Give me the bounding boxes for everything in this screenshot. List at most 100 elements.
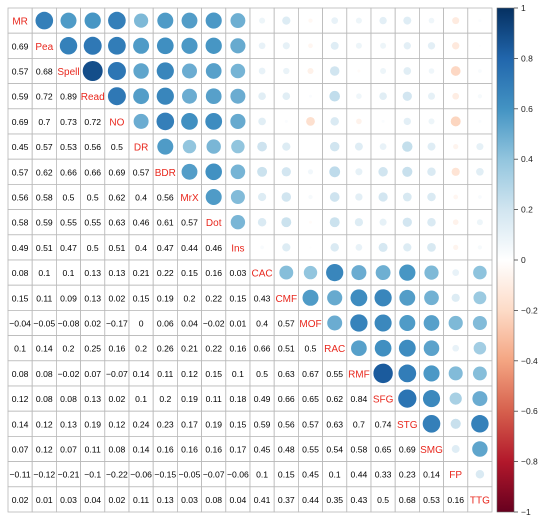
- correlation-value: 0.67: [302, 369, 319, 379]
- correlation-value: 0.02: [109, 293, 126, 303]
- variable-label-spell: Spell: [57, 67, 79, 78]
- correlation-circle: [350, 289, 368, 307]
- correlation-value: 0.16: [157, 445, 174, 455]
- correlation-value: 0.43: [351, 495, 368, 505]
- correlation-value: −0.04: [9, 319, 31, 329]
- grid-cell: [31, 234, 57, 261]
- correlation-value: 0.56: [12, 193, 29, 203]
- grid-cell: [370, 385, 396, 412]
- correlation-circle: [230, 88, 246, 104]
- variable-label-mof: MOF: [299, 319, 321, 330]
- correlation-value: 0.66: [60, 167, 77, 177]
- correlation-circle: [279, 265, 294, 280]
- correlation-value: 0.54: [326, 445, 343, 455]
- grid-cell: [7, 209, 33, 236]
- variable-label-ttg: TTG: [470, 495, 490, 506]
- correlation-value: 0.22: [157, 268, 174, 278]
- correlation-circle: [230, 113, 246, 129]
- correlation-circle: [380, 68, 387, 74]
- correlation-circle: [156, 62, 174, 80]
- grid-cell: [80, 410, 106, 437]
- colorbar-tick-label: 0.4: [521, 154, 533, 164]
- correlation-value: 0.2: [184, 293, 196, 303]
- grid-cell: [225, 435, 251, 462]
- grid-cell: [394, 486, 420, 513]
- correlation-circle: [448, 366, 463, 381]
- grid-cell: [297, 133, 323, 160]
- correlation-value: 0.22: [205, 293, 222, 303]
- correlation-circle: [448, 315, 463, 331]
- correlation-circle: [452, 17, 460, 25]
- correlation-circle: [478, 44, 481, 47]
- correlation-value: 0.72: [84, 117, 101, 127]
- grid-cell: [176, 284, 202, 311]
- correlation-value: 0.58: [36, 193, 53, 203]
- correlation-value: 0.16: [205, 445, 222, 455]
- correlation-value: −0.17: [106, 319, 128, 329]
- correlation-value: 0.23: [157, 419, 174, 429]
- correlation-circle: [282, 243, 291, 252]
- correlation-circle: [260, 245, 264, 250]
- correlation-circle: [473, 341, 487, 355]
- correlation-circle: [357, 69, 361, 73]
- colorbar-tick-label: −0.8: [521, 457, 538, 467]
- correlation-circle: [205, 63, 222, 79]
- correlation-circle: [351, 340, 367, 357]
- correlation-circle: [133, 37, 150, 54]
- grid-cell: [7, 461, 33, 488]
- correlation-value: 0.12: [36, 419, 53, 429]
- correlation-circle: [402, 166, 413, 177]
- correlation-circle: [473, 265, 487, 280]
- correlation-value: 0.2: [159, 394, 171, 404]
- correlation-value: 0.58: [12, 218, 29, 228]
- grid-cell: [7, 385, 33, 412]
- correlation-circle: [399, 264, 416, 281]
- variable-label-no: NO: [109, 117, 124, 128]
- correlation-value: 0.15: [12, 293, 29, 303]
- cell-layer: MR 0.69 Pea 0.57 0.68 Spell 0.59 0.72 0.89 Read 0.…: [9, 11, 490, 506]
- correlation-circle: [427, 142, 436, 151]
- variable-label-mr: MR: [12, 17, 28, 28]
- correlation-circle: [257, 141, 267, 152]
- grid-cell: [152, 309, 178, 336]
- correlation-value: 0.51: [109, 243, 126, 253]
- correlation-value: 0.4: [256, 319, 268, 329]
- correlation-value: 0.08: [109, 445, 126, 455]
- grid-cell: [7, 335, 33, 362]
- correlation-circle: [478, 69, 482, 73]
- correlation-value: 0.47: [60, 243, 77, 253]
- correlation-circle: [403, 117, 411, 126]
- correlation-circle: [230, 164, 246, 180]
- correlation-value: 0.57: [36, 142, 53, 152]
- correlation-value: 0.57: [133, 167, 150, 177]
- grid-cell: [128, 284, 154, 311]
- correlation-value: 0.37: [278, 495, 295, 505]
- correlation-circle: [354, 142, 363, 151]
- correlation-value: 0.46: [205, 243, 222, 253]
- grid-cell: [201, 410, 227, 437]
- correlation-value: 0.07: [12, 445, 29, 455]
- correlation-value: 0.12: [181, 369, 198, 379]
- correlation-value: 0.7: [353, 419, 365, 429]
- correlation-circle: [107, 87, 126, 106]
- correlation-circle: [230, 189, 245, 205]
- correlation-circle: [453, 144, 459, 150]
- grid-cell: [80, 385, 106, 412]
- correlation-value: 0: [139, 319, 144, 329]
- correlation-circle: [133, 88, 150, 105]
- correlation-circle: [374, 339, 392, 357]
- grid-cell: [273, 183, 299, 210]
- correlation-circle: [282, 92, 291, 101]
- grid-cell: [31, 209, 57, 236]
- correlation-value: 0.45: [302, 470, 319, 480]
- correlation-value: −0.02: [203, 319, 225, 329]
- correlation-circle: [157, 12, 174, 29]
- correlation-circle: [282, 42, 290, 50]
- grid-cell: [176, 183, 202, 210]
- correlation-circle: [423, 340, 440, 356]
- correlation-circle: [205, 112, 223, 130]
- grid-cell: [176, 435, 202, 462]
- correlation-circle: [475, 469, 485, 479]
- grid-cell: [80, 335, 106, 362]
